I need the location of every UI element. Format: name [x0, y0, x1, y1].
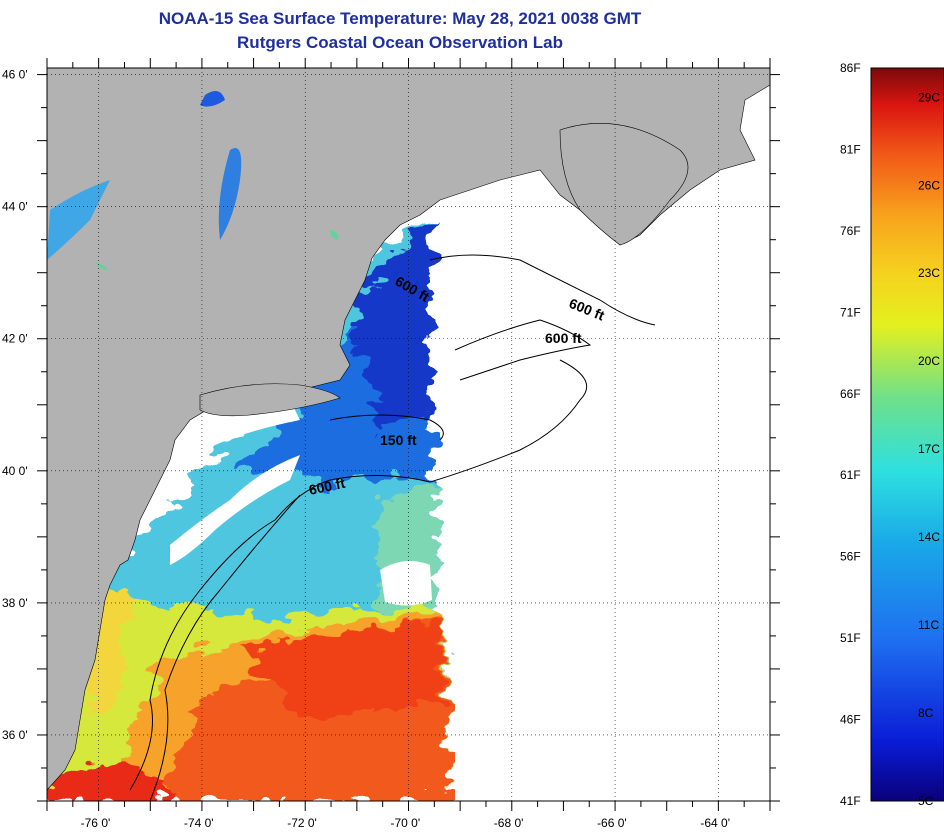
- map-title: NOAA-15 Sea Surface Temperature: May 28,…: [158, 9, 642, 28]
- lat-label: 42 0': [2, 332, 28, 346]
- lat-label: 40 0': [2, 464, 28, 478]
- map-subtitle: Rutgers Coastal Ocean Observation Lab: [237, 33, 563, 52]
- colorbar-f-label: 41F: [840, 794, 861, 808]
- lat-label: 46 0': [2, 68, 28, 82]
- colorbar-f-label: 86F: [840, 61, 861, 75]
- colorbar-c-label: 8C: [918, 706, 934, 720]
- colorbar-f-label: 71F: [840, 305, 861, 319]
- fahrenheit-labels: 86F 81F 76F 71F 66F 61F 56F 51F 46F 41F: [840, 61, 861, 808]
- colorbar-f-label: 61F: [840, 468, 861, 482]
- colorbar-f-label: 66F: [840, 387, 861, 401]
- contour-label: 600 ft: [545, 330, 582, 346]
- longitude-axis: -76 0' -74 0' -72 0' -70 0' -68 0' -66 0' -64 …: [81, 816, 730, 830]
- colorbar-c-label: 20C: [918, 354, 940, 368]
- colorbar-c-label: 23C: [918, 266, 940, 280]
- depth-contours: [129, 254, 656, 801]
- lat-label: 36 0': [2, 728, 28, 742]
- contour-label: 600 ft: [307, 475, 346, 498]
- sst-map: 46 0' 44 0' 42 0' 40 0' 38 0' 36 0' -76 0' -74…: [2, 58, 780, 830]
- colorbar-scale: [870, 67, 944, 802]
- lon-label: -64 0': [700, 816, 730, 830]
- colorbar-f-label: 56F: [840, 550, 861, 564]
- colorbar-c-label: 11C: [918, 618, 939, 632]
- colorbar-c-label: 29C: [918, 90, 940, 104]
- colorbar-f-label: 81F: [840, 142, 861, 156]
- colorbar: 86F 81F 76F 71F 66F 61F 56F 51F 46F 41F 29C 26C 23C…: [840, 61, 944, 808]
- lon-label: -72 0': [287, 816, 317, 830]
- latitude-axis: 46 0' 44 0' 42 0' 40 0' 38 0' 36 0': [2, 68, 28, 742]
- contour-label: 150 ft: [380, 432, 417, 448]
- axis-ticks: [37, 58, 780, 811]
- lon-label: -74 0': [184, 816, 214, 830]
- colorbar-c-label: 26C: [918, 178, 940, 192]
- lat-label: 44 0': [2, 200, 28, 214]
- grid: [47, 68, 770, 801]
- colorbar-f-label: 51F: [840, 631, 861, 645]
- colorbar-c-label: 14C: [918, 530, 940, 544]
- lon-label: -68 0': [494, 816, 524, 830]
- lon-label: -66 0': [597, 816, 627, 830]
- colorbar-c-label: 5C: [918, 794, 934, 808]
- land: [47, 68, 770, 791]
- inland-water: [47, 91, 339, 270]
- colorbar-c-label: 17C: [918, 442, 940, 456]
- colorbar-f-label: 46F: [840, 713, 861, 727]
- lon-label: -70 0': [391, 816, 421, 830]
- lon-label: -76 0': [81, 816, 111, 830]
- celsius-labels: 29C 26C 23C 20C 17C 14C 11C 8C 5C: [918, 90, 940, 808]
- sst-imagery: [47, 220, 455, 801]
- lat-label: 38 0': [2, 596, 28, 610]
- colorbar-f-label: 76F: [840, 224, 861, 238]
